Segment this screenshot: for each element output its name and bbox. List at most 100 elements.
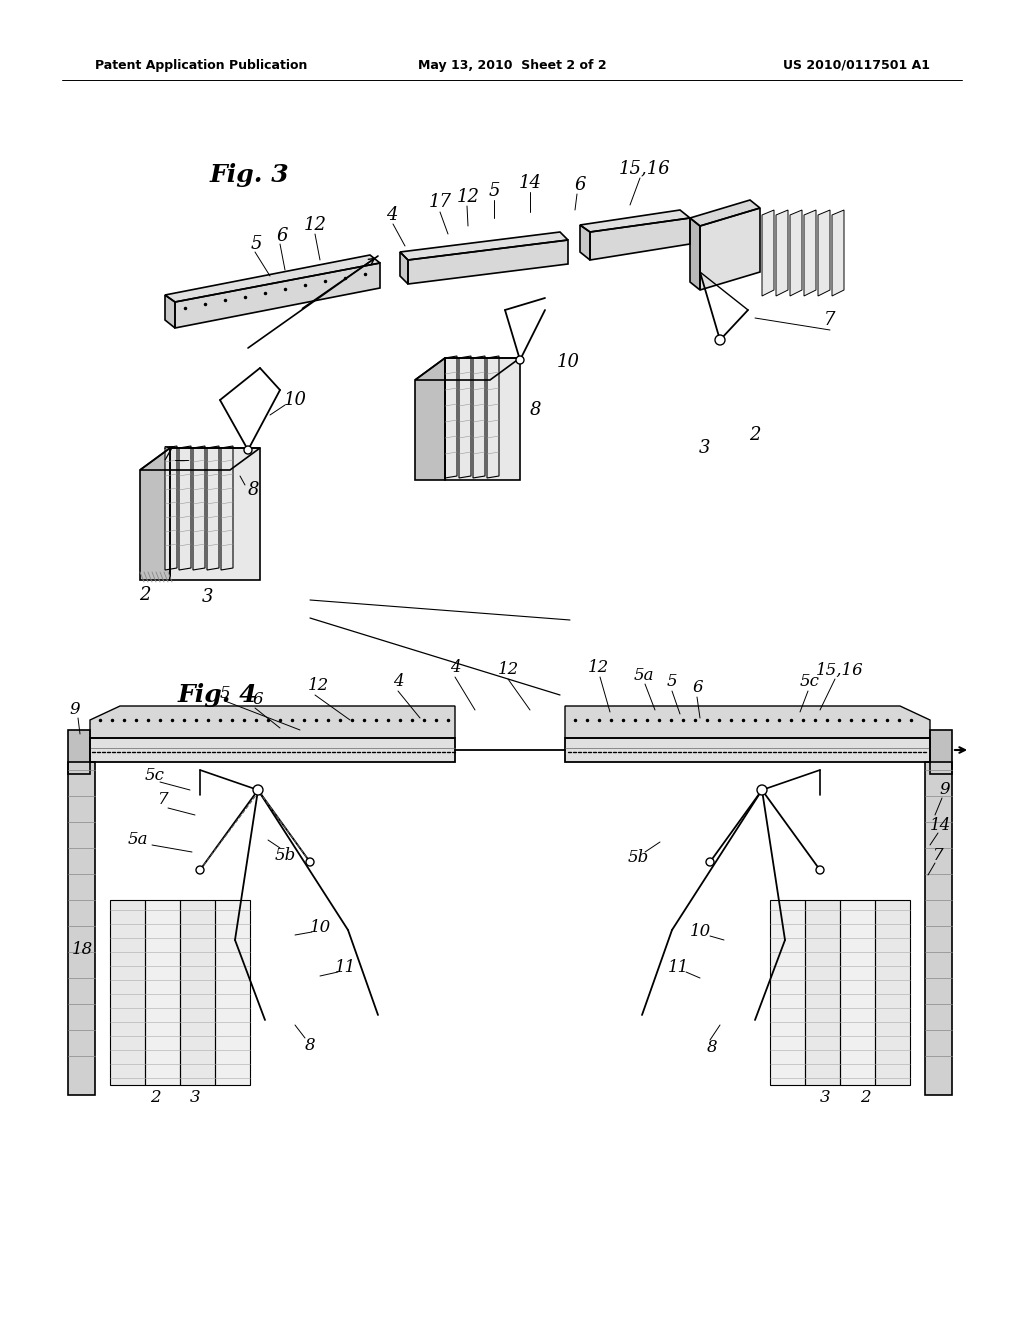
Polygon shape	[68, 762, 95, 1096]
Polygon shape	[408, 240, 568, 284]
Polygon shape	[110, 900, 145, 1085]
Circle shape	[306, 858, 314, 866]
Text: 3: 3	[203, 587, 214, 606]
Text: 7: 7	[158, 792, 168, 808]
Polygon shape	[415, 358, 520, 380]
Polygon shape	[776, 210, 788, 296]
Circle shape	[706, 858, 714, 866]
Circle shape	[816, 866, 824, 874]
Text: 11: 11	[335, 960, 355, 977]
Polygon shape	[565, 706, 930, 738]
Polygon shape	[804, 210, 816, 296]
Polygon shape	[840, 900, 874, 1085]
Text: 4: 4	[386, 206, 397, 224]
Polygon shape	[762, 210, 774, 296]
Text: 5: 5	[220, 685, 230, 701]
Text: 12: 12	[498, 661, 518, 678]
Polygon shape	[221, 446, 233, 570]
Polygon shape	[805, 900, 840, 1085]
Text: 14: 14	[518, 174, 542, 191]
Polygon shape	[400, 252, 408, 284]
Text: 11: 11	[668, 960, 688, 977]
Polygon shape	[193, 446, 205, 570]
Polygon shape	[580, 210, 690, 232]
Text: 2: 2	[860, 1089, 870, 1106]
Text: 5: 5	[667, 673, 677, 690]
Text: 8: 8	[707, 1040, 718, 1056]
Text: 12: 12	[307, 677, 329, 694]
Polygon shape	[790, 210, 802, 296]
Text: 7: 7	[933, 846, 943, 863]
Polygon shape	[874, 900, 910, 1085]
Polygon shape	[90, 706, 455, 738]
Text: 18: 18	[72, 941, 92, 958]
Polygon shape	[445, 358, 520, 480]
Polygon shape	[925, 762, 952, 1096]
Text: 2: 2	[750, 426, 761, 444]
Text: 10: 10	[284, 391, 306, 409]
Polygon shape	[565, 738, 930, 762]
Polygon shape	[831, 210, 844, 296]
Text: 9: 9	[70, 701, 80, 718]
Text: 8: 8	[529, 401, 541, 418]
Polygon shape	[770, 900, 805, 1085]
Text: 5: 5	[250, 235, 262, 253]
Text: 10: 10	[309, 920, 331, 936]
Text: 9: 9	[940, 781, 950, 799]
Polygon shape	[445, 356, 457, 478]
Text: 12: 12	[588, 660, 608, 676]
Circle shape	[196, 866, 204, 874]
Polygon shape	[170, 447, 260, 579]
Text: 4: 4	[392, 673, 403, 690]
Text: 7: 7	[824, 312, 836, 329]
Text: 10: 10	[689, 924, 711, 940]
Circle shape	[757, 785, 767, 795]
Polygon shape	[690, 201, 760, 226]
Polygon shape	[580, 224, 590, 260]
Text: 3: 3	[189, 1089, 201, 1106]
Text: 6: 6	[276, 227, 288, 246]
Text: 17: 17	[428, 193, 452, 211]
Polygon shape	[487, 356, 499, 478]
Polygon shape	[400, 232, 568, 260]
Text: Patent Application Publication: Patent Application Publication	[95, 58, 307, 71]
Text: 5c: 5c	[800, 673, 820, 690]
Polygon shape	[140, 447, 260, 470]
Text: 12: 12	[457, 187, 479, 206]
Text: 6: 6	[692, 680, 703, 697]
Polygon shape	[590, 218, 690, 260]
Polygon shape	[179, 446, 191, 570]
Polygon shape	[90, 738, 455, 762]
Text: 15,16: 15,16	[620, 158, 671, 177]
Text: 8: 8	[247, 480, 259, 499]
Text: 5c: 5c	[145, 767, 165, 784]
Polygon shape	[459, 356, 471, 478]
Polygon shape	[165, 255, 380, 302]
Text: 5a: 5a	[128, 832, 148, 849]
Text: 4: 4	[450, 660, 461, 676]
Polygon shape	[690, 218, 700, 290]
Text: 6: 6	[253, 692, 263, 709]
Polygon shape	[180, 900, 215, 1085]
Text: 7: 7	[162, 446, 174, 465]
Polygon shape	[175, 263, 380, 327]
Text: 2: 2	[139, 586, 151, 605]
Text: 14: 14	[930, 817, 950, 833]
Text: 5b: 5b	[628, 850, 648, 866]
Text: 5a: 5a	[634, 667, 654, 684]
Polygon shape	[930, 730, 952, 774]
Text: 12: 12	[303, 216, 327, 234]
Polygon shape	[818, 210, 830, 296]
Text: 8: 8	[305, 1036, 315, 1053]
Polygon shape	[145, 900, 180, 1085]
Text: Fig. 4: Fig. 4	[178, 682, 258, 708]
Circle shape	[253, 785, 263, 795]
Polygon shape	[140, 447, 170, 579]
Text: 3: 3	[699, 440, 711, 457]
Polygon shape	[207, 446, 219, 570]
Circle shape	[715, 335, 725, 345]
Text: 2: 2	[150, 1089, 161, 1106]
Polygon shape	[473, 356, 485, 478]
Polygon shape	[415, 358, 445, 480]
Circle shape	[516, 356, 524, 364]
